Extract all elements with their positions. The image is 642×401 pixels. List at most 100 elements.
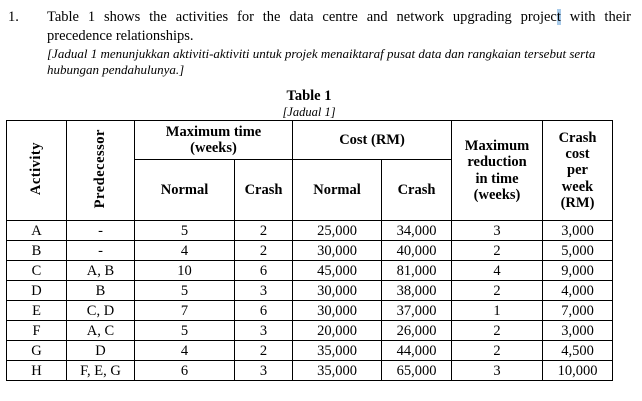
question-number: 1. — [8, 9, 19, 25]
table-cell: E — [6, 300, 67, 321]
table-cell: 7,000 — [542, 300, 614, 321]
table-cell: 4,500 — [542, 340, 614, 361]
table-cell: F — [6, 320, 67, 341]
table-cell: 37,000 — [380, 300, 453, 321]
table-cell: D — [66, 340, 135, 361]
table-cell: 30,000 — [292, 280, 382, 301]
table-cell: 3 — [451, 360, 544, 381]
table-cell: 45,000 — [292, 260, 382, 281]
table-cell: 3 — [234, 360, 293, 381]
question-line-1: Table 1 shows the activities for the dat… — [47, 8, 631, 27]
header-row-1: Activity Predecessor Maximum time (weeks… — [6, 120, 614, 221]
table-cell: F, E, G — [66, 360, 135, 381]
table-cell: C — [6, 260, 67, 281]
table-cell: 2 — [451, 240, 544, 261]
table-cell: - — [66, 220, 135, 241]
table-cell: 3,000 — [542, 320, 614, 341]
table-cell: 81,000 — [380, 260, 453, 281]
table-cell: 5 — [134, 280, 235, 301]
question-line-2: precedence relationships. — [47, 28, 194, 44]
table-cell: 2 — [234, 220, 293, 241]
table-cell: 4 — [451, 260, 544, 281]
table-cell: 2 — [234, 240, 293, 261]
header-crash-time: Crash — [234, 159, 293, 221]
table-cell: 6 — [234, 300, 293, 321]
table-cell: 4 — [134, 240, 235, 261]
table-row: B - 4 2 30,000 40,000 2 5,000 — [6, 240, 614, 261]
header-row-2: Normal Crash Normal Crash — [7, 159, 613, 221]
table-cell: 4,000 — [542, 280, 614, 301]
table-cell: - — [66, 240, 135, 261]
table-cell: 2 — [451, 340, 544, 361]
table-cell: C, D — [66, 300, 135, 321]
table-cell: 6 — [134, 360, 235, 381]
question-block: 1. Table 1 shows the activities for the … — [0, 8, 632, 78]
table-row: A - 5 2 25,000 34,000 3 3,000 — [6, 220, 614, 241]
header-maximum-reduction: Maximum reduction in time (weeks) — [451, 120, 544, 221]
document-page: 1. Table 1 shows the activities for the … — [0, 8, 632, 381]
table-cell: 2 — [451, 320, 544, 341]
table-cell: 2 — [234, 340, 293, 361]
header-maximum-time-group: Maximum time (weeks) — [134, 120, 293, 160]
table-cell: 2 — [451, 280, 544, 301]
table-cell: B — [66, 280, 135, 301]
table-subtitle: [Jadual 1] — [282, 105, 336, 119]
activities-table: Activity Predecessor Maximum time (weeks… — [6, 120, 614, 381]
header-predecessor: Predecessor — [66, 120, 135, 221]
table-cell: 3,000 — [542, 220, 614, 241]
text-selection-highlight: t — [556, 9, 561, 25]
table-cell: B — [6, 240, 67, 261]
table-cell: 35,000 — [292, 340, 382, 361]
table-cell: 65,000 — [380, 360, 453, 381]
table-row: H F, E, G 6 3 35,000 65,000 3 10,000 — [6, 360, 614, 381]
table-cell: A, C — [66, 320, 135, 341]
table-cell: 4 — [134, 340, 235, 361]
table-cell: 5 — [134, 320, 235, 341]
table-cell: 38,000 — [380, 280, 453, 301]
header-normal-cost: Normal — [292, 159, 382, 221]
header-crash-cost: Crash — [380, 159, 453, 221]
table-cell: A — [6, 220, 67, 241]
table-cell: 3 — [234, 280, 293, 301]
malay-translation-line-2: hubungan pendahulunya.] — [47, 62, 185, 77]
table-cell: 9,000 — [542, 260, 614, 281]
table-cell: G — [6, 340, 67, 361]
table-row: F A, C 5 3 20,000 26,000 2 3,000 — [6, 320, 614, 341]
table-cell: 35,000 — [292, 360, 382, 381]
table-cell: A, B — [66, 260, 135, 281]
table-cell: H — [6, 360, 67, 381]
header-activity-label: Activity — [28, 141, 45, 195]
table-caption: Table 1 [Jadual 1] — [6, 87, 612, 119]
malay-translation-line-1: [Jadual 1 menunjukkan aktiviti-aktiviti … — [47, 46, 596, 61]
header-predecessor-label: Predecessor — [92, 128, 109, 209]
table-cell: 3 — [234, 320, 293, 341]
header-crash-cost-per-week: Crash cost per week (RM) — [542, 120, 614, 221]
table-cell: 10 — [134, 260, 235, 281]
table-cell: 5,000 — [542, 240, 614, 261]
table-row: G D 4 2 35,000 44,000 2 4,500 — [6, 340, 614, 361]
table-cell: 30,000 — [292, 240, 382, 261]
table-cell: 25,000 — [292, 220, 382, 241]
table-cell: 40,000 — [380, 240, 453, 261]
table-cell: 7 — [134, 300, 235, 321]
table-row: C A, B 10 6 45,000 81,000 4 9,000 — [6, 260, 614, 281]
question-line-1-part-2: with their — [560, 9, 631, 25]
question-text: Table 1 shows the activities for the dat… — [47, 8, 631, 78]
header-activity: Activity — [6, 120, 67, 221]
table-cell: 34,000 — [380, 220, 453, 241]
table-cell: 30,000 — [292, 300, 382, 321]
table-row: D B 5 3 30,000 38,000 2 4,000 — [6, 280, 614, 301]
question-line-1-part-1: Table 1 shows the activities for the dat… — [47, 9, 557, 25]
header-cost-group: Cost (RM) — [291, 120, 453, 160]
table-cell: 6 — [234, 260, 293, 281]
table-cell: 20,000 — [292, 320, 382, 341]
header-normal-time: Normal — [134, 159, 235, 221]
table-cell: 44,000 — [380, 340, 453, 361]
table-cell: 3 — [451, 220, 544, 241]
table-cell: 1 — [451, 300, 544, 321]
table-title: Table 1 — [286, 88, 332, 104]
table-row: E C, D 7 6 30,000 37,000 1 7,000 — [6, 300, 614, 321]
table-cell: 26,000 — [380, 320, 453, 341]
table-cell: D — [6, 280, 67, 301]
table-cell: 5 — [134, 220, 235, 241]
